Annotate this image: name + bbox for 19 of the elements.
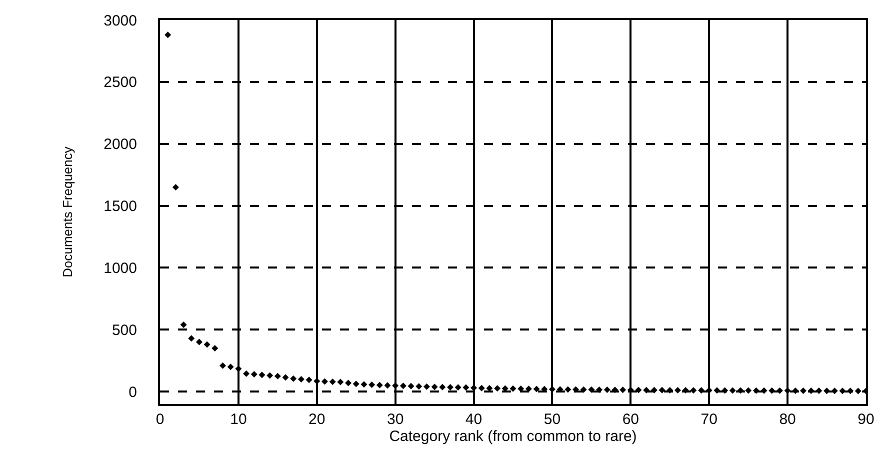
x-tick-label: 20 [308, 411, 326, 428]
y-tick-label: 2500 [104, 74, 137, 92]
x-tick-label: 40 [465, 411, 482, 428]
x-tick-label: 50 [544, 411, 561, 428]
x-tick-label: 10 [230, 411, 247, 428]
x-tick-label: 30 [386, 411, 404, 428]
x-tick-label: 70 [700, 411, 718, 428]
y-tick-label: 0 [128, 384, 137, 401]
x-tick-label: 80 [779, 411, 796, 428]
x-tick-label: 90 [858, 411, 874, 428]
y-axis-title: Documents Frequency [60, 146, 76, 278]
x-axis-title: Category rank (from common to rare) [389, 428, 637, 445]
y-tick-label: 1500 [104, 198, 137, 216]
y-tick-label: 500 [112, 322, 137, 339]
y-tick-label: 1000 [104, 260, 137, 277]
x-tick-label: 0 [156, 411, 164, 428]
y-tick-label: 2000 [104, 136, 137, 154]
x-tick-label: 60 [622, 411, 640, 428]
y-tick-label: 3000 [104, 12, 137, 30]
